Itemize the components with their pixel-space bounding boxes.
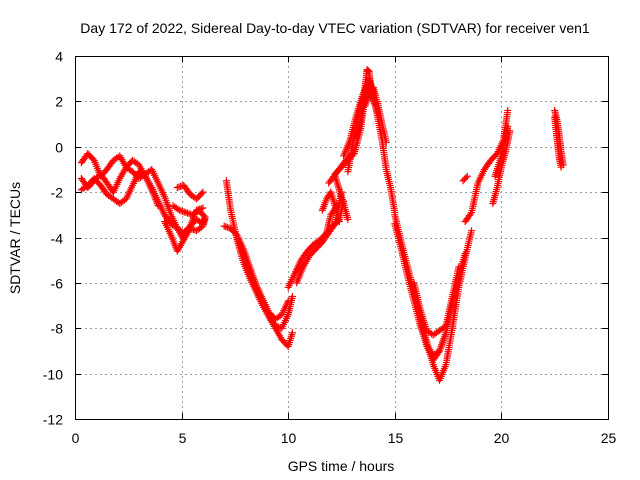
series-track-z <box>489 127 514 207</box>
series-track-h <box>220 222 296 332</box>
data-point <box>198 189 206 197</box>
y-tick-label: -4 <box>51 231 64 247</box>
x-tick-label: 15 <box>388 430 404 446</box>
series-track-ac <box>551 113 565 171</box>
data-point <box>350 147 358 155</box>
data-point <box>174 205 182 213</box>
data-point <box>199 204 207 212</box>
series-track-n <box>318 188 343 226</box>
data-point <box>288 329 296 337</box>
x-axis-label: GPS time / hours <box>288 458 395 474</box>
y-tick-label: -2 <box>51 185 64 201</box>
axis-ticks: 0 5 10 15 20 25 -12 -10 -8 -6 -4 -2 0 2 4 <box>43 49 617 447</box>
data-point <box>557 163 565 171</box>
plot-frame <box>75 56 609 420</box>
data-point <box>504 122 512 130</box>
y-tick-label: 2 <box>55 94 63 110</box>
data-point <box>442 329 450 337</box>
data-point <box>462 174 470 182</box>
y-axis-label: SDTVAR / TECUs <box>7 182 23 294</box>
series-track-aa <box>491 122 512 180</box>
series-track-t <box>325 147 358 187</box>
data-point <box>200 212 208 220</box>
x-tick-label: 0 <box>72 430 80 446</box>
series-track-y <box>461 106 512 226</box>
series-track-c <box>77 168 162 210</box>
grid-lines <box>75 56 608 419</box>
data-point <box>468 227 476 235</box>
series-track-e <box>173 181 207 203</box>
y-tick-label: -10 <box>43 367 63 383</box>
y-tick-label: 0 <box>55 140 63 156</box>
y-tick-label: 4 <box>55 49 63 65</box>
data-point <box>364 66 372 74</box>
data-point <box>154 202 162 210</box>
data-point <box>349 149 357 157</box>
data-point <box>461 249 469 257</box>
series-track-f <box>169 202 209 221</box>
data-point <box>201 213 209 221</box>
data-point <box>288 292 296 300</box>
x-tick-label: 5 <box>179 430 187 446</box>
data-point <box>199 188 207 196</box>
series-track-i <box>233 234 292 323</box>
x-tick-label: 10 <box>281 430 297 446</box>
data-points <box>77 66 567 384</box>
data-point <box>382 138 390 146</box>
x-tick-label: 20 <box>494 430 510 446</box>
data-point <box>344 215 352 223</box>
y-tick-label: -8 <box>51 321 64 337</box>
series-track-b <box>77 163 207 244</box>
data-point <box>335 218 343 226</box>
series-track-ad <box>459 172 471 185</box>
series-track-d <box>161 215 209 255</box>
data-point <box>284 297 292 305</box>
x-tick-label: 25 <box>601 430 617 446</box>
series-track-x <box>416 320 450 364</box>
y-tick-label: -12 <box>43 412 63 428</box>
data-point <box>463 172 471 180</box>
y-tick-label: -6 <box>51 276 64 292</box>
data-point <box>466 210 474 218</box>
series-track-s <box>361 84 390 146</box>
chart-title: Day 172 of 2022, Sidereal Day-to-day VTE… <box>80 20 590 36</box>
data-point <box>504 106 512 114</box>
data-point <box>435 348 443 356</box>
series-track-w <box>410 263 463 339</box>
data-point <box>455 263 463 271</box>
